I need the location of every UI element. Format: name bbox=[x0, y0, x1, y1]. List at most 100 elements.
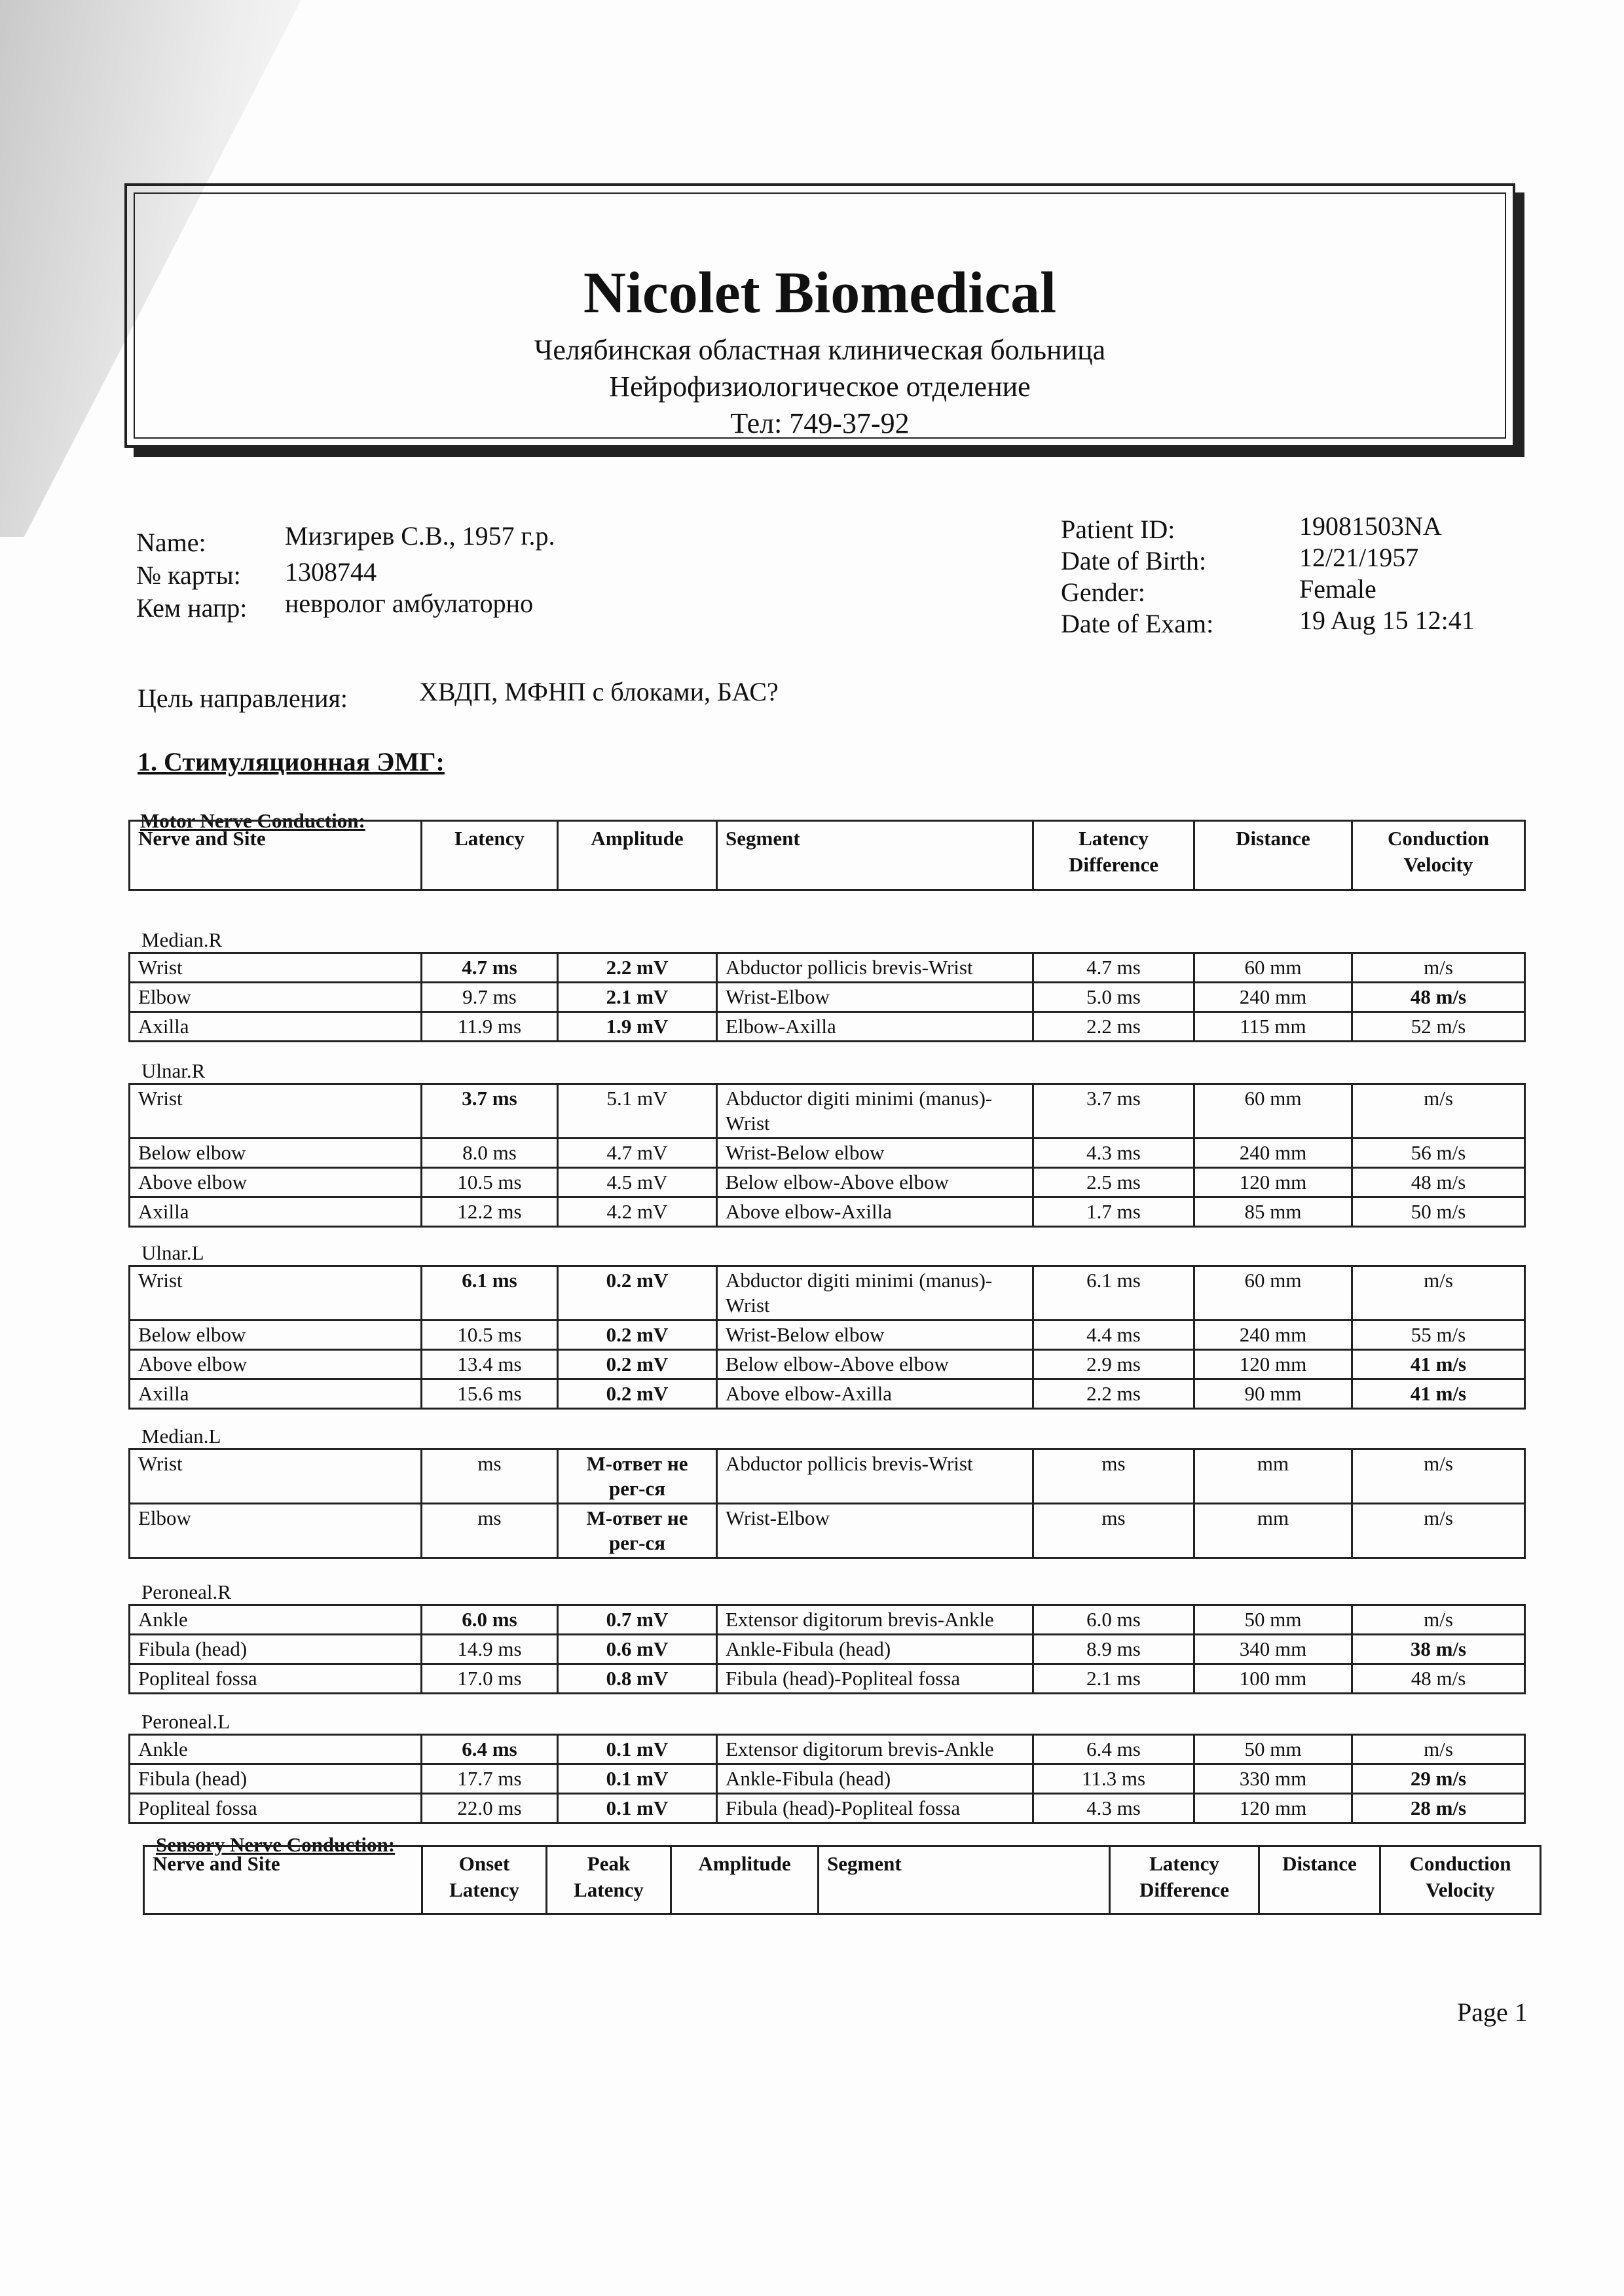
table-cell: m/s bbox=[1351, 952, 1526, 983]
nerve-group-label: Median.R bbox=[141, 928, 223, 951]
table-cell: 85 mm bbox=[1193, 1196, 1353, 1228]
column-header: Latency bbox=[420, 820, 559, 891]
table-cell: 90 mm bbox=[1193, 1378, 1353, 1410]
table-cell: 48 m/s bbox=[1351, 1167, 1526, 1198]
patient-id-value: 19081503NA bbox=[1299, 511, 1442, 541]
table-cell: 0.6 mV bbox=[557, 1633, 718, 1665]
table-cell: 2.2 ms bbox=[1032, 1378, 1195, 1410]
column-header: Latency Difference bbox=[1032, 820, 1195, 891]
table-cell: Ankle bbox=[128, 1734, 422, 1765]
table-row: Ankle 6.0 ms 0.7 mV Extensor digitorum brev… bbox=[128, 1604, 1526, 1635]
nerve-group-label: Peroneal.L bbox=[141, 1710, 231, 1733]
nerve-group-label: Median.L bbox=[141, 1425, 221, 1448]
table-cell: Below elbow bbox=[128, 1137, 422, 1169]
table-cell: 17.7 ms bbox=[420, 1763, 559, 1795]
exam-date-label: Date of Exam: bbox=[1061, 609, 1214, 638]
table-cell: 50 mm bbox=[1193, 1604, 1353, 1635]
table-cell: 0.2 mV bbox=[557, 1319, 718, 1351]
table-cell: Below elbow-Above elbow bbox=[716, 1167, 1034, 1198]
table-cell: 3.7 ms bbox=[420, 1083, 559, 1139]
table-cell: 50 mm bbox=[1193, 1734, 1353, 1765]
sensory-header-table: Nerve and Site Onset Latency Peak Latency A… bbox=[143, 1845, 1541, 1915]
table-row: Wrist 3.7 ms 5.1 mV Abductor digiti minimi … bbox=[128, 1083, 1526, 1139]
section-title: 1. Стимуляционная ЭМГ: bbox=[138, 747, 445, 776]
table-cell: 4.3 ms bbox=[1032, 1137, 1195, 1169]
column-header: Peak Latency bbox=[545, 1845, 672, 1915]
table-cell: М-ответ не рег-ся bbox=[557, 1503, 718, 1559]
table-cell: 4.7 ms bbox=[420, 952, 559, 983]
nerve-table: Ankle 6.4 ms 0.1 mV Extensor digitorum brev… bbox=[128, 1734, 1526, 1824]
name-label: Name: bbox=[136, 528, 206, 557]
table-cell: Axilla bbox=[128, 1196, 422, 1228]
table-cell: 2.2 mV bbox=[557, 952, 718, 983]
table-cell: 9.7 ms bbox=[420, 981, 559, 1013]
column-header: Onset Latency bbox=[421, 1845, 547, 1915]
dob-label: Date of Birth: bbox=[1061, 546, 1207, 575]
table-cell: Abductor pollicis brevis-Wrist bbox=[716, 1448, 1034, 1504]
table-cell: mm bbox=[1193, 1448, 1353, 1504]
card-value: 1308744 bbox=[285, 557, 377, 587]
table-row: Wrist 4.7 ms 2.2 mV Abductor pollicis brevi… bbox=[128, 952, 1526, 983]
table-cell: Fibula (head)-Popliteal fossa bbox=[716, 1793, 1034, 1824]
table-cell: 4.4 ms bbox=[1032, 1319, 1195, 1351]
table-row: Elbow 9.7 ms 2.1 mV Wrist-Elbow 5.0 ms 240 mm… bbox=[128, 981, 1526, 1013]
table-cell: Fibula (head) bbox=[128, 1633, 422, 1665]
table-cell: 5.1 mV bbox=[557, 1083, 718, 1139]
table-row: Wrist ms М-ответ не рег-ся Abductor pollici… bbox=[128, 1448, 1526, 1504]
table-cell: Extensor digitorum brevis-Ankle bbox=[716, 1734, 1034, 1765]
dob-value: 12/21/1957 bbox=[1299, 543, 1419, 572]
hospital-name: Челябинская областная клиническая больни… bbox=[534, 334, 1106, 366]
table-cell: Fibula (head) bbox=[128, 1763, 422, 1795]
table-cell: Above elbow bbox=[128, 1349, 422, 1380]
table-cell: 2.1 mV bbox=[557, 981, 718, 1013]
nerve-table: Wrist 4.7 ms 2.2 mV Abductor pollicis brevi… bbox=[128, 952, 1526, 1042]
table-cell: 11.9 ms bbox=[420, 1011, 559, 1042]
column-header: Segment bbox=[817, 1845, 1111, 1915]
table-cell: 120 mm bbox=[1193, 1349, 1353, 1380]
table-row: Fibula (head) 17.7 ms 0.1 mV Ankle-Fibula (… bbox=[128, 1763, 1526, 1795]
table-cell: 11.3 ms bbox=[1032, 1763, 1195, 1795]
table-cell: 8.9 ms bbox=[1032, 1633, 1195, 1665]
table-cell: 48 m/s bbox=[1351, 1663, 1526, 1694]
column-header: Amplitude bbox=[557, 820, 718, 891]
table-cell: 5.0 ms bbox=[1032, 981, 1195, 1013]
nerve-table: Wrist ms М-ответ не рег-ся Abductor pollici… bbox=[128, 1448, 1526, 1559]
table-cell: 55 m/s bbox=[1351, 1319, 1526, 1351]
table-cell: Fibula (head)-Popliteal fossa bbox=[716, 1663, 1034, 1694]
referrer-label: Кем напр: bbox=[136, 593, 248, 623]
table-cell: Ankle bbox=[128, 1604, 422, 1635]
table-cell: 2.9 ms bbox=[1032, 1349, 1195, 1380]
table-cell: 0.2 mV bbox=[557, 1265, 718, 1321]
phone: Тел: 749-37-92 bbox=[730, 407, 910, 439]
table-cell: 0.1 mV bbox=[557, 1763, 718, 1795]
table-cell: 2.2 ms bbox=[1032, 1011, 1195, 1042]
column-header: Amplitude bbox=[670, 1845, 819, 1915]
table-cell: Below elbow bbox=[128, 1319, 422, 1351]
table-cell: 10.5 ms bbox=[420, 1167, 559, 1198]
table-cell: 60 mm bbox=[1193, 1083, 1353, 1139]
table-cell: m/s bbox=[1351, 1604, 1526, 1635]
table-cell: 8.0 ms bbox=[420, 1137, 559, 1169]
nerve-group-label: Ulnar.L bbox=[141, 1241, 204, 1264]
table-cell: Below elbow-Above elbow bbox=[716, 1349, 1034, 1380]
table-cell: Wrist-Elbow bbox=[716, 981, 1034, 1013]
table-cell: mm bbox=[1193, 1503, 1353, 1559]
table-cell: Wrist bbox=[128, 1448, 422, 1504]
table-cell: 0.2 mV bbox=[557, 1349, 718, 1380]
table-cell: 41 m/s bbox=[1351, 1378, 1526, 1410]
gender-value: Female bbox=[1299, 574, 1376, 604]
table-row: Below elbow 8.0 ms 4.7 mV Wrist-Below elbow… bbox=[128, 1137, 1526, 1169]
table-cell: Axilla bbox=[128, 1378, 422, 1410]
column-header: Conduction Velocity bbox=[1379, 1845, 1541, 1915]
exam-date-value: 19 Aug 15 12:41 bbox=[1299, 606, 1475, 635]
table-cell: Wrist-Below elbow bbox=[716, 1319, 1034, 1351]
department-name: Нейрофизиологическое отделение bbox=[609, 371, 1031, 403]
table-cell: Above elbow-Axilla bbox=[716, 1196, 1034, 1228]
table-cell: Extensor digitorum brevis-Ankle bbox=[716, 1604, 1034, 1635]
table-cell: Ankle-Fibula (head) bbox=[716, 1633, 1034, 1665]
table-cell: Wrist bbox=[128, 1083, 422, 1139]
table-cell: ms bbox=[1032, 1503, 1195, 1559]
nerve-table: Wrist 3.7 ms 5.1 mV Abductor digiti minimi … bbox=[128, 1083, 1526, 1228]
table-cell: Ankle-Fibula (head) bbox=[716, 1763, 1034, 1795]
column-header: Distance bbox=[1258, 1845, 1381, 1915]
